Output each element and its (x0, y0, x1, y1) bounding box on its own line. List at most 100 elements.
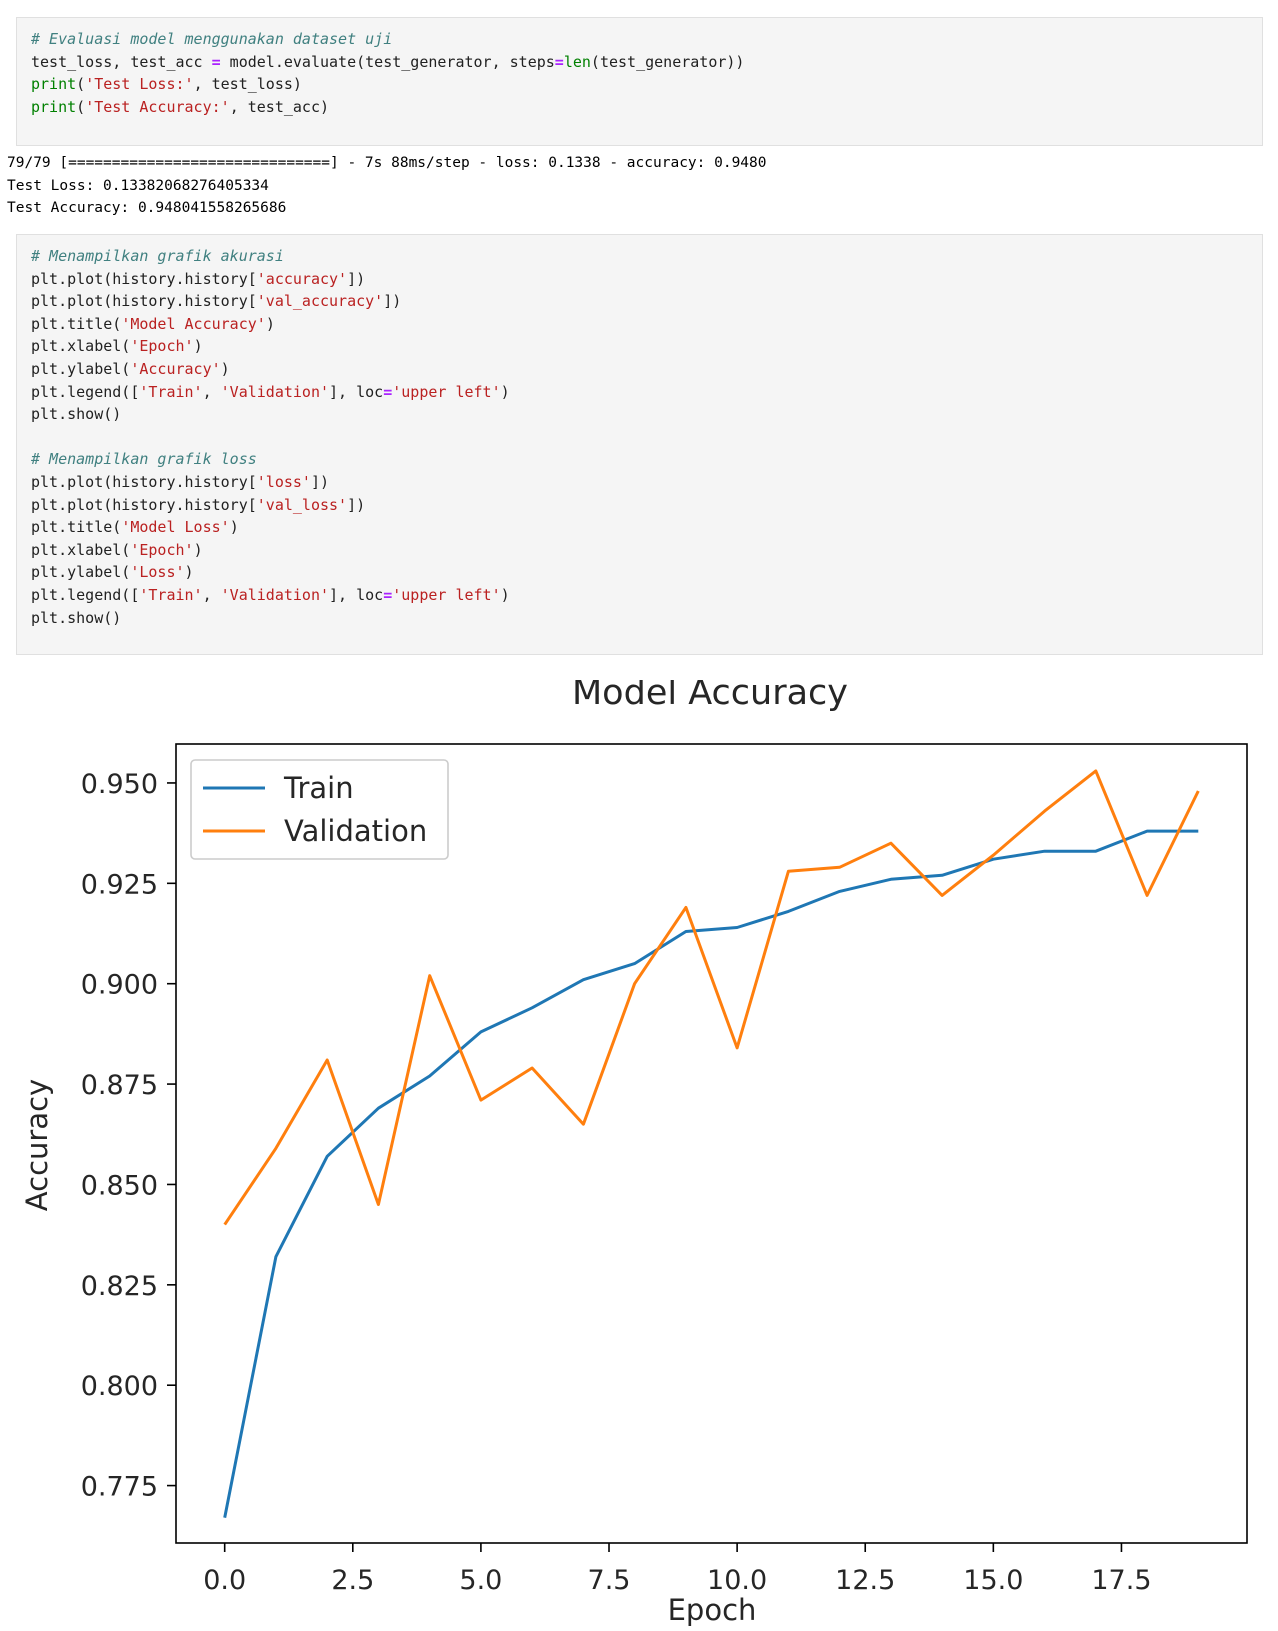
code-line: plt.plot(history.history['loss']) (31, 471, 1248, 494)
code-token: plt.title( (31, 518, 122, 537)
code-token: plt.title( (31, 314, 122, 333)
code-line: # Evaluasi model menggunakan dataset uji (31, 28, 1248, 51)
code-token: # Menampilkan grafik akurasi (31, 247, 284, 265)
code-token: plt.legend([ (31, 382, 140, 401)
code-token: 'Epoch' (130, 337, 194, 356)
chart-legend: Train Validation (190, 759, 449, 860)
code-token: ]) (383, 292, 402, 311)
y-tick-label: 0.950 (81, 769, 158, 800)
code-token: = (383, 585, 393, 604)
code-token: , test_loss) (193, 75, 302, 94)
code-line: plt.show() (31, 403, 1248, 426)
y-tick-label: 0.900 (81, 970, 158, 1001)
code-cell-evaluate[interactable]: # Evaluasi model menggunakan dataset uji… (16, 17, 1263, 146)
code-token: model.evaluate(test_generator, steps (220, 52, 555, 71)
code-token: 'upper left' (392, 585, 501, 604)
code-token: ], loc (329, 382, 384, 401)
code-token: 'Test Loss:' (85, 75, 194, 94)
code-token: plt.ylabel( (31, 563, 131, 582)
code-token: plt.xlabel( (31, 540, 131, 559)
code-token: 'val_accuracy' (256, 292, 384, 311)
code-token: print (31, 75, 77, 94)
plot-frame (175, 743, 1248, 1544)
code-token: ( (76, 97, 86, 116)
code-token: ) (265, 314, 275, 333)
code-token: = (383, 382, 393, 401)
code-token: (test_generator)) (590, 52, 745, 71)
test-accuracy-output-line: Test Accuracy: 0.948041558265686 (7, 200, 287, 216)
x-tick-label: 10.0 (707, 1565, 767, 1596)
code-line: plt.plot(history.history['val_loss']) (31, 494, 1248, 517)
y-axis-ticks: 0.775 0.800 0.825 0.850 0.875 0.900 0.925 0.950 (81, 769, 176, 1503)
code-token: = (211, 52, 221, 71)
code-line: plt.plot(history.history['accuracy']) (31, 268, 1248, 291)
code-token: 'Accuracy' (130, 359, 221, 378)
code-token: ]) (347, 495, 366, 514)
y-tick-label: 0.875 (81, 1070, 158, 1101)
code-token: ( (76, 75, 86, 94)
code-line: plt.legend(['Train', 'Validation'], loc=… (31, 381, 1248, 404)
code-token: plt.plot(history.history[ (31, 495, 257, 514)
progress-output-line: 79/79 [==============================] -… (7, 155, 767, 171)
code-token: 'Train' (139, 382, 203, 401)
code-cell-plot[interactable]: # Menampilkan grafik akurasi plt.plot(his… (16, 234, 1263, 655)
code-line: plt.show() (31, 607, 1248, 630)
code-token: plt.plot(history.history[ (31, 472, 257, 491)
code-token: plt.ylabel( (31, 359, 131, 378)
code-line: # Menampilkan grafik loss (31, 448, 1248, 471)
code-token: 'upper left' (392, 382, 501, 401)
code-token: test_loss, test_acc (31, 52, 212, 71)
code-token: ) (184, 563, 194, 582)
code-token: ) (193, 540, 203, 559)
code-line: # Menampilkan grafik akurasi (31, 245, 1248, 268)
code-line: plt.xlabel('Epoch') (31, 335, 1248, 358)
code-token: 'Test Accuracy:' (85, 97, 230, 116)
code-token: 'Train' (139, 585, 203, 604)
code-line: plt.title('Model Loss') (31, 516, 1248, 539)
code-line: plt.ylabel('Loss') (31, 561, 1248, 584)
code-token: ) (220, 359, 230, 378)
code-token: 'Loss' (130, 563, 185, 582)
code-line: plt.legend(['Train', 'Validation'], loc=… (31, 584, 1248, 607)
code-token: 'accuracy' (256, 269, 348, 288)
code-line: print('Test Loss:', test_loss) (31, 73, 1248, 96)
x-tick-label: 12.5 (835, 1565, 895, 1596)
code-token: print (31, 97, 77, 116)
code-token: , (202, 585, 221, 604)
series-line-validation (223, 769, 1200, 1226)
code-token: plt.show() (31, 608, 122, 627)
legend-box (190, 759, 449, 860)
x-axis-ticks: 0.0 2.5 5.0 7.5 10.0 12.5 15.0 17.5 (203, 1543, 1152, 1596)
code-token: ]) (347, 269, 366, 288)
code-line: plt.ylabel('Accuracy') (31, 358, 1248, 381)
legend-label-validation: Validation (284, 814, 427, 848)
code-line: plt.xlabel('Epoch') (31, 539, 1248, 562)
code-token: 'val_loss' (256, 495, 348, 514)
cell-output: 79/79 [==============================] -… (7, 152, 1257, 220)
y-tick-label: 0.775 (81, 1472, 158, 1503)
code-token: len (563, 52, 591, 71)
x-axis-label: Epoch (668, 1593, 757, 1627)
code-token: , test_acc) (229, 97, 330, 116)
code-token: 'Epoch' (130, 540, 194, 559)
code-line: test_loss, test_acc = model.evaluate(tes… (31, 51, 1248, 74)
code-token: # Menampilkan grafik loss (31, 450, 257, 469)
code-line: print('Test Accuracy:', test_acc) (31, 96, 1248, 119)
code-token: plt.show() (31, 405, 122, 424)
accuracy-chart: Model Accuracy 0.775 0.800 0.825 0.850 0.875… (20, 680, 1248, 1627)
y-tick-label: 0.800 (81, 1371, 158, 1402)
code-token: ) (500, 382, 510, 401)
y-tick-label: 0.850 (81, 1170, 158, 1201)
code-token: # Evaluasi model menggunakan dataset uji (31, 30, 393, 48)
code-line: plt.plot(history.history['val_accuracy']… (31, 290, 1248, 313)
code-token: = (554, 52, 564, 71)
code-token: ) (500, 585, 510, 604)
code-token: 'loss' (256, 472, 311, 491)
x-tick-label: 17.5 (1091, 1565, 1151, 1596)
y-axis-label: Accuracy (20, 1079, 54, 1211)
code-token: ]) (310, 472, 330, 491)
code-token: ], loc (329, 585, 384, 604)
code-token: ) (193, 337, 203, 356)
code-token: , (202, 382, 221, 401)
code-token: plt.plot(history.history[ (31, 269, 257, 288)
